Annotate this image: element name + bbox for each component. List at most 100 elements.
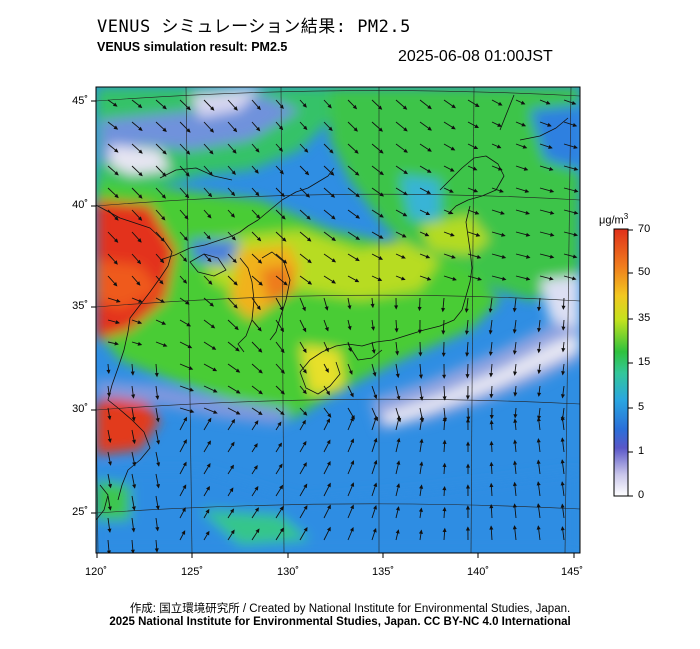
wind-vector-head [233, 106, 238, 111]
wind-vector-head [278, 463, 283, 469]
wind-vector-head [281, 215, 286, 220]
wind-vector-head [426, 190, 432, 194]
wind-vector-head [489, 415, 494, 420]
wind-vector-head [326, 526, 331, 532]
wind-vector-head [442, 439, 447, 445]
wind-vector-head [256, 305, 261, 311]
wind-vector-head [189, 409, 195, 414]
wind-vector-head [305, 193, 311, 198]
wind-vector-head [235, 410, 241, 415]
wind-vector-head [255, 191, 260, 197]
wind-vector-head [231, 418, 236, 424]
wind-vector-head [525, 210, 531, 215]
wind-vector-head [302, 327, 307, 333]
wind-vector-head [304, 170, 310, 176]
wind-vector-head [373, 415, 378, 421]
wind-vector-head [211, 345, 217, 350]
wind-vector-head [418, 507, 423, 512]
wind-vector-head [161, 321, 167, 325]
wind-vector-head [561, 371, 566, 376]
wind-vector-head [465, 374, 470, 379]
wind-vector-head [498, 166, 503, 171]
wind-vector-head [449, 188, 454, 193]
wind-vector-head [302, 419, 306, 425]
wind-vector-head [137, 103, 143, 109]
wind-vector-head [302, 462, 307, 467]
wind-vector-head [255, 214, 261, 219]
wind-vector-head [108, 461, 112, 466]
wind-vector-head [254, 507, 259, 512]
wind-vector-head [131, 394, 136, 399]
wind-vector-head [488, 308, 493, 313]
wind-vector-head [489, 372, 494, 378]
wind-vector-head [465, 526, 471, 531]
wind-vector-head [212, 388, 218, 393]
wind-vector-head [303, 483, 308, 489]
wind-vector-head [378, 234, 384, 239]
wind-vector-head [182, 257, 188, 262]
wind-vector-head [131, 528, 136, 533]
wind-vector-head [560, 481, 565, 486]
wind-vector-head [156, 462, 161, 467]
wind-vector-head [442, 527, 447, 532]
wind-vector-head [419, 484, 424, 489]
wind-vector-head [302, 103, 307, 108]
wind-vector-head [254, 486, 259, 491]
wind-vector-head [522, 144, 528, 149]
wind-vector-head [500, 210, 505, 215]
wind-vector-head [378, 256, 384, 260]
wind-vector-head [280, 369, 285, 374]
wind-vector-head [281, 237, 287, 242]
wind-vector-head [279, 169, 284, 175]
wind-vector-head [205, 530, 210, 536]
wind-vector-head [257, 259, 263, 264]
wind-vector-head [189, 387, 194, 392]
wind-vector-head [378, 149, 384, 154]
wind-vector-head [372, 527, 377, 533]
wind-vector-head [396, 395, 401, 401]
wind-vector-head [303, 527, 308, 532]
wind-vector-head [536, 503, 541, 508]
wind-vector-head [513, 371, 518, 376]
wind-vector-head [187, 344, 193, 349]
wind-vector-head [350, 460, 355, 465]
wind-vector-head [501, 254, 507, 259]
wind-vector-head [302, 440, 307, 446]
wind-vector-head [501, 232, 506, 237]
wind-vector-head [403, 170, 408, 175]
wind-vector-head [207, 440, 211, 445]
wind-vector-head [466, 416, 471, 421]
wind-vector-head [520, 100, 526, 105]
wind-vector-head [573, 210, 579, 215]
wind-vector-head [114, 193, 119, 199]
wind-vector-head [230, 441, 235, 447]
wind-vector-head [465, 505, 471, 510]
wind-vector-head [278, 125, 284, 131]
wind-vector-head [561, 326, 566, 331]
wind-vector-head [525, 232, 531, 237]
wind-vector-head [419, 396, 424, 401]
wind-vector-head [232, 258, 237, 264]
wind-vector-head [113, 281, 118, 287]
wind-vector-head [419, 461, 424, 466]
wind-vector-head [536, 525, 541, 530]
wind-vector-head [512, 307, 517, 313]
wind-vector-head [138, 149, 143, 154]
wind-vector-head [331, 236, 336, 242]
wind-vector-head [331, 279, 336, 284]
wind-vector-head [465, 352, 470, 357]
wind-vector-head [206, 235, 211, 240]
wind-vector-head [396, 415, 401, 421]
wind-vector-head [373, 482, 378, 487]
wind-vector-head [347, 305, 352, 310]
wind-vector-head [560, 459, 565, 464]
wind-vector-head [115, 320, 120, 325]
wind-vector-head [325, 347, 329, 353]
wind-vector-head [571, 276, 577, 281]
wind-vector-head [280, 390, 285, 395]
colorbar-tick-5: 5 [638, 401, 645, 413]
wind-vector-head [465, 441, 471, 446]
wind-vector-head [306, 215, 311, 220]
wind-vector-head [547, 122, 552, 127]
wind-vector-head [442, 485, 447, 491]
